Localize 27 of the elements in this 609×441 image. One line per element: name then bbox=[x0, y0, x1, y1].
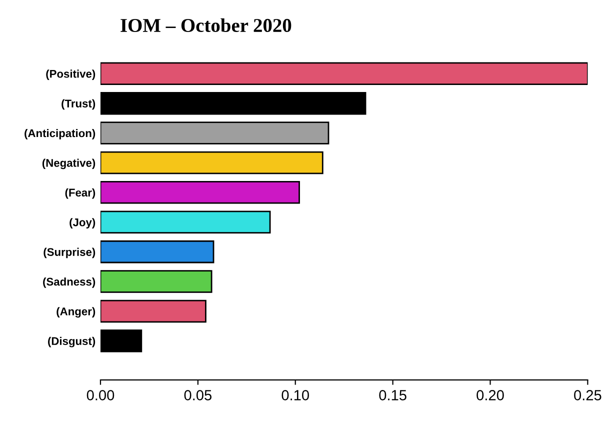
y-tick-label: (Positive) bbox=[46, 70, 96, 80]
x-tick-label: 0.10 bbox=[282, 390, 309, 400]
bar bbox=[100, 240, 214, 264]
y-tick-label: (Anger) bbox=[56, 307, 96, 318]
bar bbox=[100, 122, 330, 144]
x-tick-label: 0.15 bbox=[379, 390, 406, 400]
y-tick-label: (Surprise) bbox=[44, 248, 96, 258]
x-tick-label: 0.05 bbox=[184, 390, 212, 400]
bar bbox=[100, 92, 366, 115]
y-tick-label: (Sadness) bbox=[43, 277, 96, 288]
bar bbox=[100, 300, 206, 323]
y-tick-label: (Trust) bbox=[62, 99, 96, 110]
x-tick-label: 0.00 bbox=[86, 390, 114, 400]
bar bbox=[100, 181, 300, 204]
y-tick-label: (Fear) bbox=[65, 188, 96, 199]
y-tick-label: (Negative) bbox=[42, 158, 96, 170]
y-tick-label: (Anticipation) bbox=[24, 129, 96, 140]
bar bbox=[100, 330, 142, 352]
y-tick-label: (Disgust) bbox=[48, 336, 96, 348]
y-tick-label: (Joy) bbox=[70, 218, 96, 228]
chart-title: IOM – October 2020 bbox=[120, 18, 292, 32]
bar bbox=[100, 151, 324, 174]
x-tick-label: 0.20 bbox=[476, 390, 504, 400]
x-tick-label: 0.25 bbox=[574, 390, 602, 400]
bar bbox=[100, 270, 212, 293]
bar bbox=[100, 210, 271, 234]
bar bbox=[100, 62, 588, 86]
